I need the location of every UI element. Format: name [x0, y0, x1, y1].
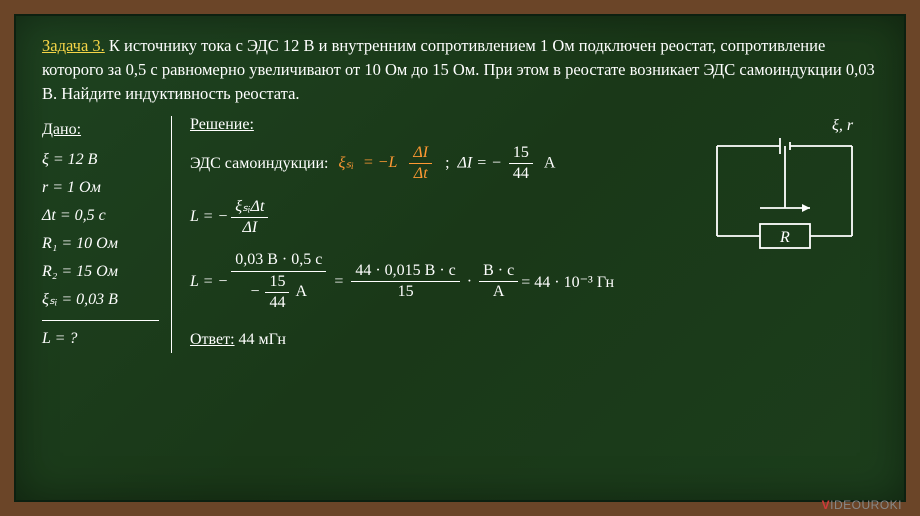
- given-item: ξₛᵢ = 0,03 В: [42, 286, 159, 314]
- given-item: r = 1 Ом: [42, 174, 159, 202]
- circuit-r-label: R: [779, 229, 790, 246]
- given-item: ξ = 12 В: [42, 146, 159, 174]
- solution-block: Решение: ЭДС самоиндукции: ξₛᵢ = −L ΔI Δ…: [172, 116, 878, 353]
- delta-i-value: ; ΔI = − 15 44 А: [445, 144, 555, 184]
- board-frame: Задача 3. К источнику тока с ЭДС 12 В и …: [0, 0, 920, 516]
- given-item: R₁ = 10 Ом: [42, 230, 159, 258]
- answer-line: Ответ: 44 мГн: [190, 331, 878, 349]
- formula-self-induction: ξₛᵢ = −L ΔI Δt: [339, 144, 436, 184]
- result-value: = 44 · 10⁻³ Гн: [521, 272, 614, 292]
- chalkboard: Задача 3. К источнику тока с ЭДС 12 В и …: [14, 14, 906, 502]
- problem-statement: Задача 3. К источнику тока с ЭДС 12 В и …: [42, 34, 878, 106]
- problem-body: К источнику тока с ЭДС 12 В и внутренним…: [42, 36, 875, 103]
- answer-value: 44 мГн: [239, 331, 286, 348]
- answer-label: Ответ:: [190, 331, 235, 348]
- given-block: Дано: ξ = 12 В r = 1 Ом Δt = 0,5 с R₁ = …: [42, 116, 172, 353]
- emf-label: ЭДС самоиндукции:: [190, 155, 329, 173]
- circuit-diagram: ξ, r R: [692, 116, 872, 266]
- given-divider: [42, 320, 159, 321]
- solution-area: Дано: ξ = 12 В r = 1 Ом Δt = 0,5 с R₁ = …: [42, 116, 878, 353]
- given-item: Δt = 0,5 с: [42, 202, 159, 230]
- watermark: VIDEOUROKI: [822, 498, 902, 512]
- task-number: Задача 3.: [42, 36, 105, 55]
- circuit-emf-label: ξ, r: [832, 117, 854, 134]
- given-title: Дано:: [42, 116, 159, 144]
- given-question: L = ?: [42, 325, 159, 353]
- given-item: R₂ = 15 Ом: [42, 258, 159, 286]
